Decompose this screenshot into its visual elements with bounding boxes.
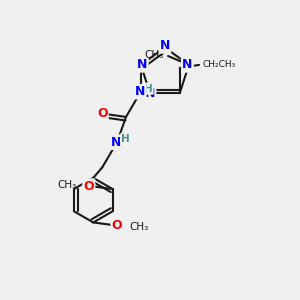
Text: N: N xyxy=(135,85,146,98)
Text: N: N xyxy=(160,40,170,52)
Text: CH₂CH₃: CH₂CH₃ xyxy=(202,60,235,69)
Text: H: H xyxy=(121,134,130,144)
Text: N: N xyxy=(182,58,193,71)
Text: O: O xyxy=(83,179,94,193)
Text: CH₃: CH₃ xyxy=(58,179,77,190)
Text: CH₃: CH₃ xyxy=(144,50,164,59)
Text: N: N xyxy=(111,136,122,149)
Text: H: H xyxy=(144,84,153,94)
Text: O: O xyxy=(112,219,122,232)
Text: N: N xyxy=(137,58,148,71)
Text: O: O xyxy=(97,107,107,121)
Text: CH₃: CH₃ xyxy=(129,222,148,232)
Text: N: N xyxy=(145,87,155,100)
